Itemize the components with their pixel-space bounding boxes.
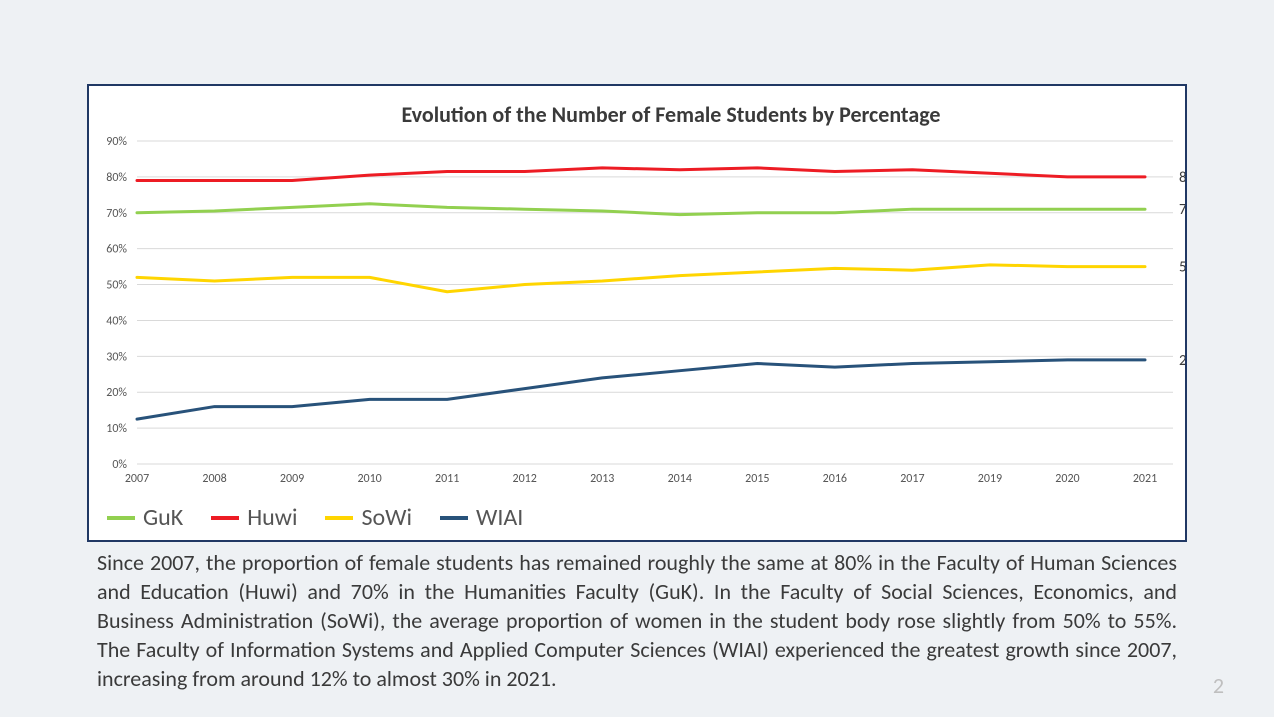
slide: 0% 10% 20% 30% 40% 50% 60% 70% 80% 90% Evolution o… (0, 0, 1274, 717)
legend-swatch (440, 516, 468, 520)
svg-text:2020: 2020 (1055, 472, 1079, 486)
svg-text:30%: 30% (106, 350, 127, 364)
svg-text:2007: 2007 (125, 472, 149, 486)
svg-text:2009: 2009 (280, 472, 304, 486)
legend-label: SoWi (361, 503, 412, 532)
svg-text:80%: 80% (106, 171, 127, 185)
svg-text:2012: 2012 (513, 472, 537, 486)
svg-text:10%: 10% (106, 422, 127, 436)
chart-legend: GuK Huwi SoWi WIAI (107, 503, 523, 532)
legend-item: GuK (107, 503, 183, 532)
svg-text:70%: 70% (106, 207, 127, 221)
legend-swatch (211, 516, 239, 520)
svg-text:Evolution of the Number of Fem: Evolution of the Number of Female Studen… (402, 101, 941, 128)
legend-label: GuK (143, 503, 183, 532)
svg-text:55%: 55% (1179, 259, 1185, 277)
chart-frame: 0% 10% 20% 30% 40% 50% 60% 70% 80% 90% Evolution o… (87, 84, 1187, 542)
legend-item: Huwi (211, 503, 297, 532)
legend-label: WIAI (476, 503, 523, 532)
legend-label: Huwi (247, 503, 297, 532)
svg-text:60%: 60% (106, 243, 127, 257)
legend-item: SoWi (325, 503, 412, 532)
svg-text:2013: 2013 (590, 472, 614, 486)
body-paragraph: Since 2007, the proportion of female stu… (97, 548, 1177, 693)
svg-text:80%: 80% (1179, 169, 1185, 187)
svg-text:20%: 20% (106, 386, 127, 400)
page-number: 2 (1213, 672, 1224, 699)
svg-text:2014: 2014 (668, 472, 692, 486)
svg-text:40%: 40% (106, 314, 127, 328)
svg-text:2011: 2011 (435, 472, 459, 486)
svg-text:2015: 2015 (745, 472, 769, 486)
svg-text:2016: 2016 (823, 472, 847, 486)
legend-swatch (107, 516, 135, 520)
svg-text:2008: 2008 (202, 472, 226, 486)
svg-text:29%: 29% (1179, 352, 1185, 370)
svg-text:71%: 71% (1179, 201, 1185, 219)
svg-text:90%: 90% (106, 135, 127, 149)
line-chart: 0% 10% 20% 30% 40% 50% 60% 70% 80% 90% Evolution o… (89, 86, 1185, 498)
legend-swatch (325, 516, 353, 520)
svg-text:0%: 0% (112, 458, 127, 472)
svg-text:50%: 50% (106, 279, 127, 293)
svg-text:2019: 2019 (978, 472, 1002, 486)
svg-text:2017: 2017 (900, 472, 924, 486)
svg-text:2021: 2021 (1133, 472, 1157, 486)
legend-item: WIAI (440, 503, 523, 532)
svg-text:2010: 2010 (357, 472, 381, 486)
